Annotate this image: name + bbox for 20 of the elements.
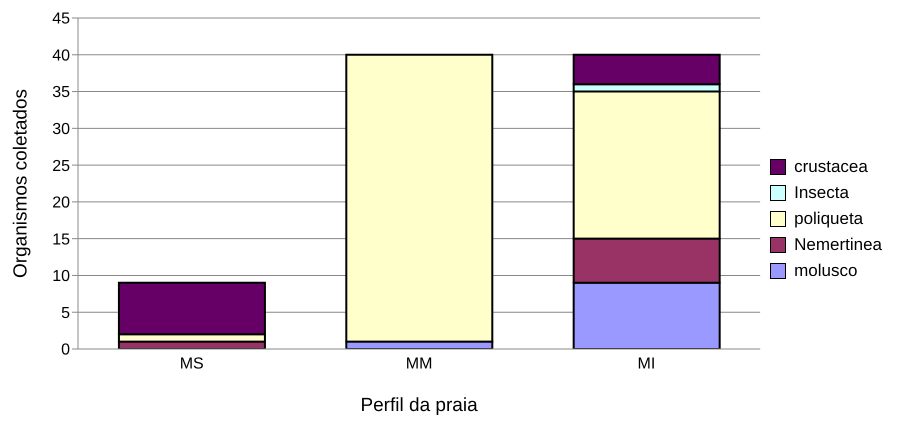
- y-tick-label: 5: [61, 304, 70, 322]
- y-tick-label: 0: [61, 342, 70, 359]
- y-tick-label: 35: [52, 84, 70, 102]
- legend-label: molusco: [794, 260, 858, 280]
- y-axis-title: Organismos coletados: [10, 88, 32, 278]
- legend-label: crustacea: [794, 156, 868, 176]
- legend-label: Insecta: [794, 182, 849, 202]
- y-tick-label: 20: [52, 194, 70, 212]
- x-tick-label: MM: [406, 355, 432, 372]
- x-tick-label: MS: [180, 355, 204, 372]
- y-tick-label: 40: [52, 47, 70, 64]
- y-tick-label: 25: [52, 158, 70, 175]
- legend-label: poliqueta: [794, 208, 864, 228]
- y-tick-label: 45: [52, 10, 70, 28]
- y-tick-label: 10: [52, 268, 70, 286]
- legend-label: Nemertinea: [794, 234, 882, 254]
- y-tick-label: 30: [52, 121, 70, 138]
- y-tick-label: 15: [52, 231, 70, 248]
- x-tick-label: MI: [638, 355, 656, 372]
- x-axis-title: Perfil da praia: [360, 395, 478, 416]
